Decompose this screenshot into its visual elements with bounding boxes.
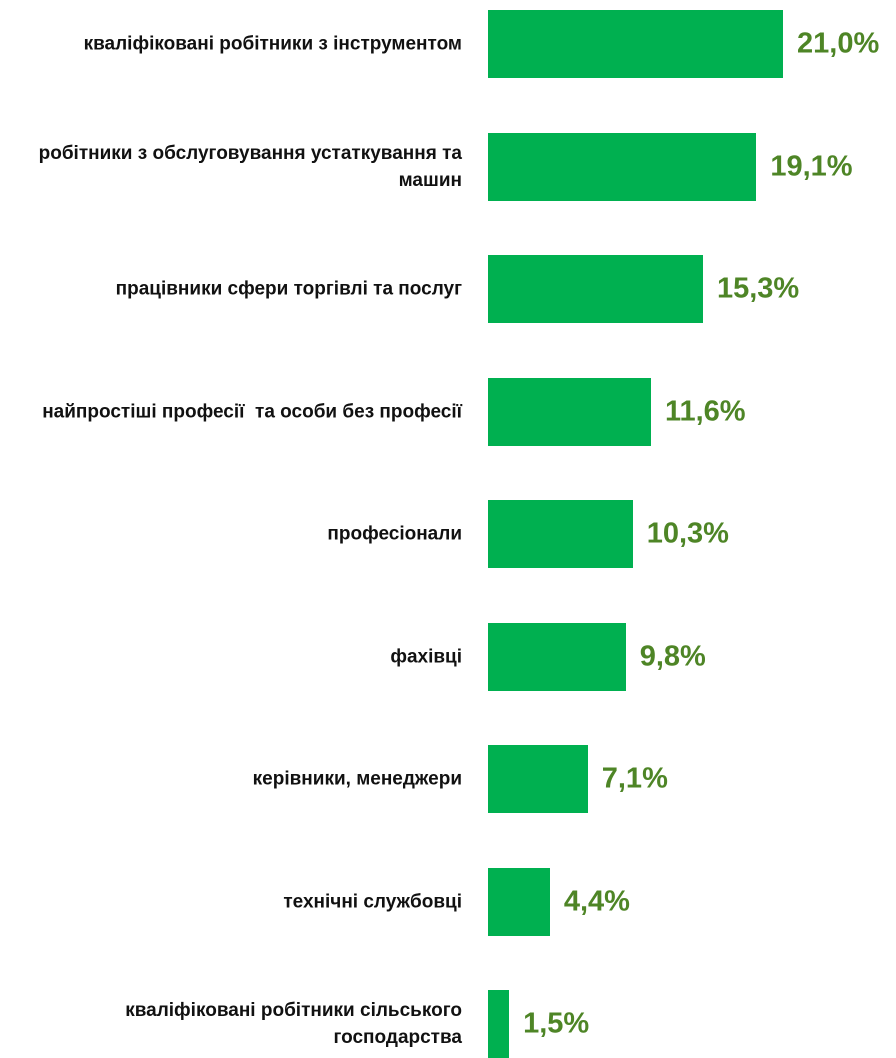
category-label: найпростіші професії та особи без профес…	[42, 401, 462, 422]
bar	[488, 377, 651, 446]
value-label: 11,6%	[664, 395, 746, 427]
value-label: 15,3%	[716, 272, 800, 305]
bar	[488, 990, 510, 1058]
category-label: технічні службовці	[283, 891, 462, 912]
value-label: 4,4%	[563, 885, 630, 917]
value-label: 10,3%	[646, 517, 729, 550]
category-label: працівники сфери торгівлі та послуг	[115, 278, 462, 300]
category-label: кваліфіковані робітники з інструментом	[83, 33, 462, 55]
category-label: професіонали	[327, 523, 462, 545]
bar	[488, 622, 626, 691]
value-label: 9,8%	[639, 640, 706, 672]
bar	[488, 500, 633, 568]
value-label: 1,5%	[523, 1007, 590, 1040]
value-label: 7,1%	[601, 762, 668, 795]
category-label: кваліфіковані робітники сільського госпо…	[125, 1000, 468, 1048]
value-label: 21,0%	[797, 27, 880, 60]
bar	[488, 132, 757, 201]
bar	[488, 745, 588, 813]
bar	[488, 867, 550, 936]
bar	[488, 255, 703, 323]
value-label: 19,1%	[770, 150, 853, 182]
category-label: фахівці	[390, 646, 462, 667]
bar	[488, 10, 784, 78]
category-label: робітники з обслуговування устаткування …	[38, 142, 468, 191]
category-label: керівники, менеджери	[252, 768, 462, 790]
